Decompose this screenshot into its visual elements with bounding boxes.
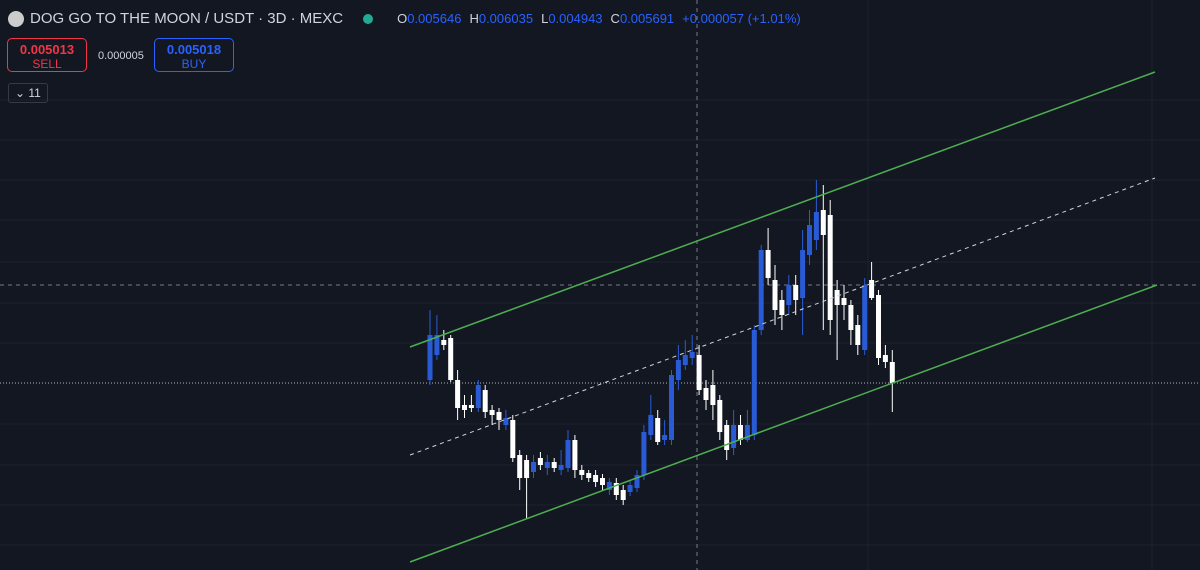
candle-body (627, 485, 633, 492)
candle-body (648, 415, 654, 435)
symbol-logo (8, 10, 24, 27)
candle-body (834, 290, 840, 305)
candle-body (662, 435, 668, 440)
candle-body (689, 352, 695, 358)
candle-body (758, 250, 764, 330)
ohlc-key: O (397, 11, 408, 26)
candle-body (572, 440, 578, 470)
market-status (363, 13, 374, 24)
candle-body (751, 330, 757, 435)
candle-body (620, 490, 626, 500)
spread: 0.000005 (98, 50, 144, 62)
candle-body (503, 418, 509, 425)
candle-body (807, 225, 812, 255)
candle-body (593, 475, 599, 482)
ohlc-value: 0.004943 (548, 11, 603, 26)
candle-body (475, 385, 481, 408)
sell-price: 0.005013 (19, 42, 75, 57)
candle-body (855, 325, 861, 345)
candle-body (744, 425, 750, 440)
candle-body (434, 335, 440, 355)
candle-body (524, 460, 530, 478)
candle-body (827, 215, 833, 320)
ohlc-value: 0.006035 (478, 11, 534, 26)
candle-body (800, 250, 806, 298)
indicators-toggle[interactable]: ⌄ 11 (8, 83, 48, 103)
change: +0.000057 (+1.01%) (682, 11, 801, 26)
candle-body (731, 425, 737, 448)
candle-body (889, 362, 895, 383)
candle-body (724, 425, 730, 450)
candle-body (682, 355, 688, 365)
candle-body (606, 482, 612, 490)
candle-body (482, 390, 488, 412)
candle-body (765, 250, 771, 278)
candle-body (558, 465, 564, 470)
candle-body (882, 355, 888, 362)
candle-body (848, 305, 854, 330)
candle-body (441, 340, 447, 345)
sell-button[interactable]: 0.005013 SELL (7, 38, 87, 72)
candle-body (427, 335, 433, 380)
candle-body (586, 473, 592, 478)
candle-body (551, 462, 557, 468)
candle-body (820, 210, 826, 235)
buy-label: BUY (181, 57, 207, 71)
candle-body (462, 405, 467, 410)
candle-body (565, 440, 571, 468)
candle-body (517, 455, 523, 478)
candle-body (876, 295, 881, 358)
ohlc-key: H (469, 11, 479, 26)
candle-body (579, 470, 585, 475)
ohlc-key: C (610, 11, 620, 26)
channel-lower (409, 284, 1158, 563)
candle-body (862, 285, 868, 350)
candle-body (793, 285, 799, 300)
sell-label: SELL (32, 57, 62, 71)
candle-body (772, 280, 778, 310)
candle-body (531, 462, 536, 472)
buy-button[interactable]: 0.005018 BUY (154, 38, 234, 72)
channel-upper (409, 71, 1156, 348)
candle-body (468, 405, 474, 408)
candle-body (489, 410, 495, 415)
candle-body (703, 388, 709, 400)
candle-body (655, 418, 661, 442)
candle-body (600, 478, 605, 485)
candle-body (613, 483, 619, 495)
candle-body (841, 298, 847, 305)
candle-body (779, 300, 785, 315)
candle-body (869, 280, 875, 298)
candle-body (696, 355, 702, 390)
candle-body (455, 380, 461, 408)
candle-body (510, 420, 516, 458)
indicator-count: 11 (28, 86, 41, 100)
candle-body (641, 432, 647, 475)
candle-body (675, 360, 681, 380)
symbol-title[interactable]: DOG GO TO THE MOON / USDT · 3D · MEXC (30, 10, 344, 27)
buy-price: 0.005018 (166, 42, 222, 57)
candle-body (537, 458, 543, 465)
candles (427, 180, 895, 518)
candle-body (813, 212, 819, 240)
candle-body (448, 338, 454, 380)
ohlc-key: L (541, 11, 549, 26)
candle-body (634, 475, 640, 488)
candle-body (786, 285, 792, 305)
candle-body (496, 412, 502, 420)
candle-body (717, 400, 723, 432)
ohlc-value: 0.005691 (619, 11, 675, 26)
candle-body (710, 385, 716, 405)
candle-body (669, 375, 674, 440)
candle-body (544, 462, 550, 468)
ohlc-value: 0.005646 (407, 11, 462, 26)
candle-body (738, 425, 743, 440)
